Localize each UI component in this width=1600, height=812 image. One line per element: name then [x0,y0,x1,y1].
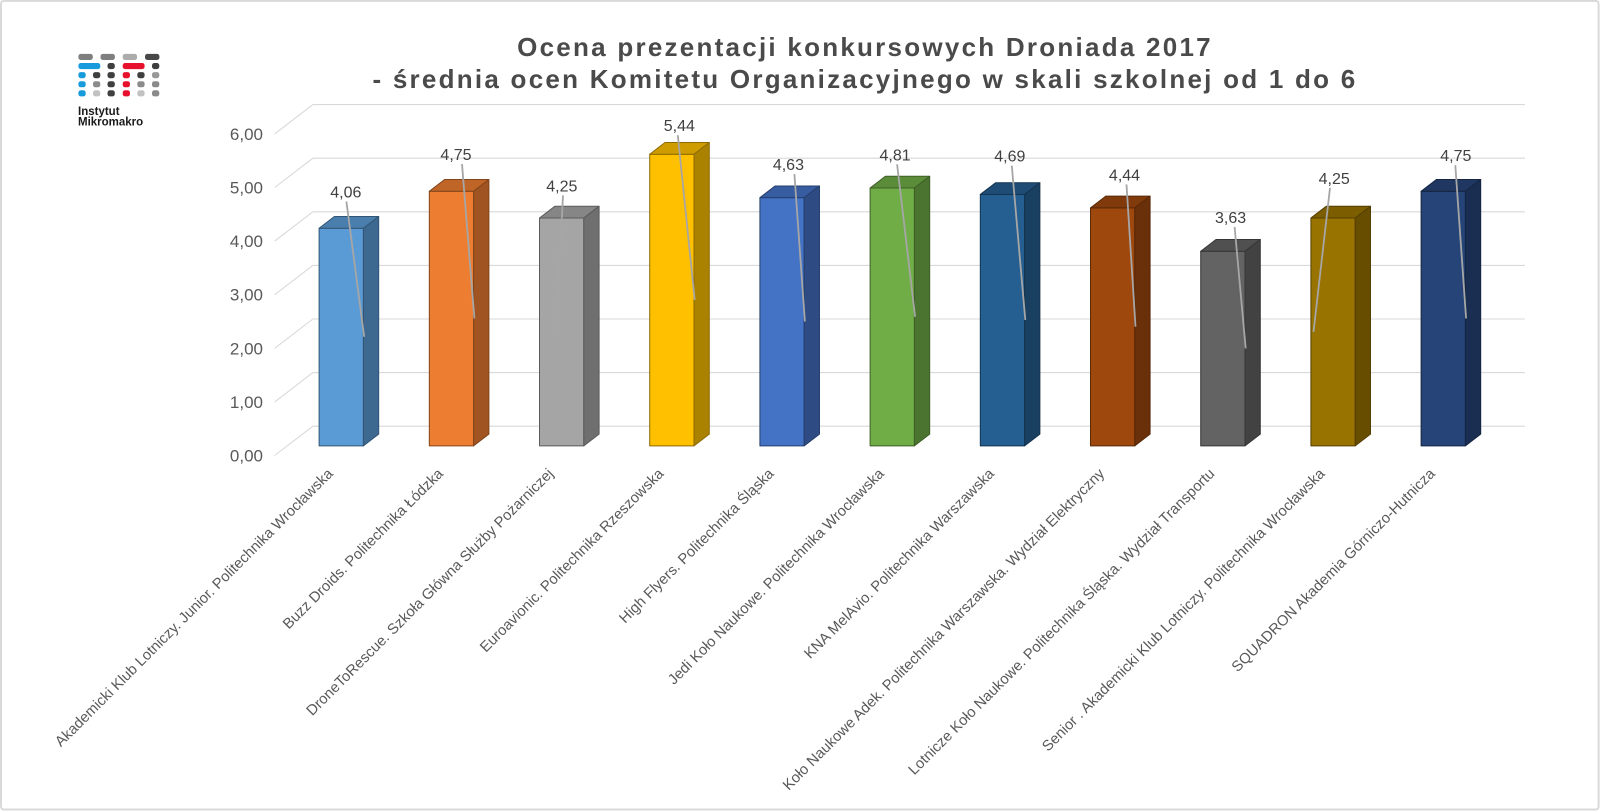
svg-text:0,00: 0,00 [230,447,263,466]
svg-text:3,00: 3,00 [230,286,263,305]
svg-text:- średnia ocen Komitetu Organi: - średnia ocen Komitetu Organizacyjnego … [372,64,1357,94]
svg-text:5,44: 5,44 [664,118,695,135]
svg-text:3,63: 3,63 [1215,210,1246,227]
svg-text:4,00: 4,00 [230,232,263,251]
svg-text:4,25: 4,25 [1319,171,1350,188]
svg-text:1,00: 1,00 [230,393,263,412]
svg-text:4,25: 4,25 [546,178,577,195]
svg-text:5,00: 5,00 [230,179,263,198]
svg-text:4,75: 4,75 [440,147,471,164]
svg-text:Mikromakro: Mikromakro [78,117,143,129]
svg-text:4,75: 4,75 [1440,148,1471,165]
svg-text:Ocena prezentacji konkursowych: Ocena prezentacji konkursowych Droniada … [517,32,1213,62]
svg-text:2,00: 2,00 [230,339,263,358]
svg-text:4,06: 4,06 [330,185,361,202]
svg-text:4,81: 4,81 [880,147,911,164]
svg-text:4,44: 4,44 [1109,167,1140,184]
svg-text:Instytut: Instytut [78,106,120,118]
svg-text:4,63: 4,63 [773,157,804,174]
svg-text:6,00: 6,00 [230,125,263,144]
svg-text:4,69: 4,69 [994,149,1025,166]
